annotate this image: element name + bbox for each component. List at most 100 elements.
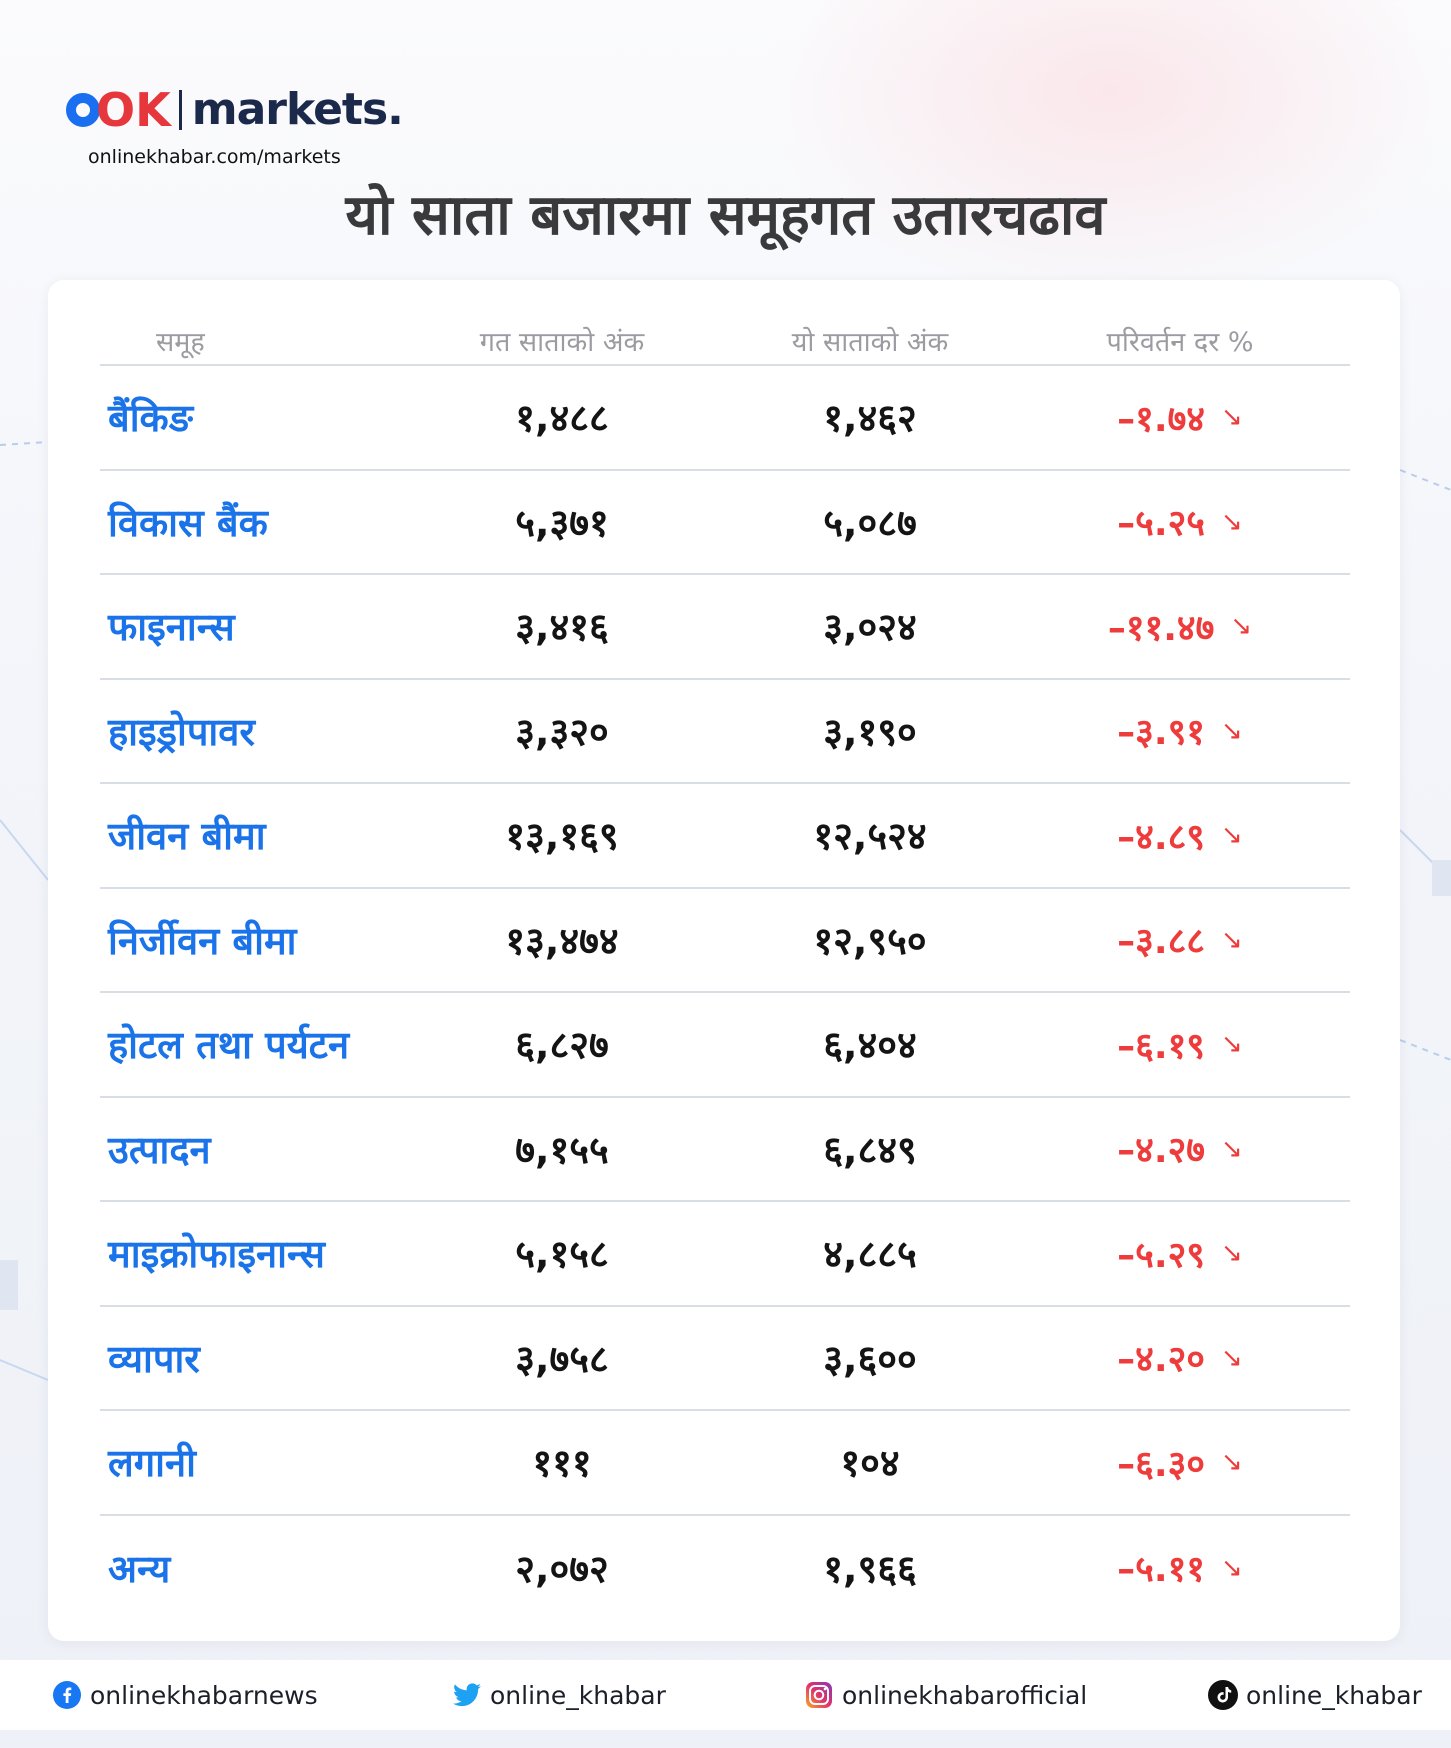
this-week-index: १,४६२ [823,396,917,441]
this-week-index: ३,१९० [823,709,917,754]
change-rate: –४.८९ ↘ [1030,784,1330,887]
change-rate-value: –४.२० [1117,1339,1206,1381]
header-change-rate: परिवर्तन दर % [1106,327,1254,358]
down-arrow-icon: ↘ [1230,611,1253,642]
last-week-index: ३,४१६ [515,605,609,650]
last-week-index: १,४८८ [515,396,609,441]
markets-wordmark: markets. [191,84,404,135]
change-rate-value: –५.२५ [1117,503,1206,545]
group-name: उत्पादन [108,1127,211,1172]
table-row: माइक्रोफाइनान्स ५,१५८ ४,८८५ –५.२९ ↘ [100,1202,1350,1307]
down-arrow-icon: ↘ [1221,1133,1243,1164]
facebook-handle: onlinekhabarnews [90,1680,318,1710]
group-name: जीवन बीमा [108,814,266,859]
change-rate: –५.२५ ↘ [1030,471,1330,574]
change-rate-value: –५.११ [1117,1549,1206,1591]
brand-block: OK markets. onlinekhabar.com/markets [66,83,404,168]
ok-logo-text: OK [96,83,171,137]
header-group: समूह [156,327,205,358]
header-this-week: यो साताको अंक [791,327,949,358]
tiktok-link[interactable]: online_khabar [1208,1680,1422,1710]
change-rate-value: –३.९१ [1117,712,1206,754]
change-rate: –१.७४ ↘ [1030,366,1330,469]
markets-logo: OK markets. [66,83,404,137]
last-week-index: ५,३७१ [515,500,609,545]
group-name: होटल तथा पर्यटन [108,1023,350,1068]
this-week-index: १२,५२४ [813,814,927,859]
this-week-index: ३,०२४ [823,605,917,650]
change-rate: –४.२० ↘ [1030,1307,1330,1410]
facebook-link[interactable]: onlinekhabarnews [52,1680,318,1710]
table-row: निर्जीवन बीमा १३,४७४ १२,९५० –३.८८ ↘ [100,889,1350,993]
table-row: फाइनान्स ३,४१६ ३,०२४ –११.४७ ↘ [100,575,1350,680]
table-row: उत्पादन ७,१५५ ६,८४९ –४.२७ ↘ [100,1098,1350,1202]
change-rate: –३.९१ ↘ [1030,680,1330,783]
change-rate-value: –६.१९ [1117,1025,1206,1067]
this-week-index: ६,४०४ [823,1023,917,1068]
group-name: हाइड्रोपावर [108,709,255,754]
header-last-week: गत साताको अंक [479,327,645,358]
this-week-index: १२,९५० [813,918,927,963]
change-rate: –६.१९ ↘ [1030,993,1330,1096]
tiktok-icon [1208,1680,1238,1710]
last-week-index: ५,१५८ [515,1232,609,1277]
down-arrow-icon: ↘ [1221,1447,1243,1478]
instagram-icon [804,1680,834,1710]
change-rate: –६.३० ↘ [1030,1411,1330,1514]
table-row: लगानी १११ १०४ –६.३० ↘ [100,1411,1350,1516]
facebook-icon [52,1680,82,1710]
down-arrow-icon: ↘ [1221,820,1243,851]
change-rate-value: –३.८८ [1117,921,1206,963]
change-rate-value: –५.२९ [1117,1234,1206,1276]
table-row: जीवन बीमा १३,१६९ १२,५२४ –४.८९ ↘ [100,784,1350,889]
last-week-index: १३,४७४ [505,918,619,963]
down-arrow-icon: ↘ [1221,1552,1243,1583]
last-week-index: ६,८२७ [515,1023,609,1068]
twitter-link[interactable]: online_khabar [452,1680,666,1710]
group-name: विकास बैंक [108,500,268,545]
social-footer: onlinekhabarnews online_khabar onlinekha… [0,1660,1451,1730]
down-arrow-icon: ↘ [1221,1029,1243,1060]
this-week-index: ५,०८७ [823,500,917,545]
group-name: बैंकिङ [108,396,193,441]
last-week-index: १११ [532,1441,592,1486]
this-week-index: १,९६६ [823,1546,917,1591]
down-arrow-icon: ↘ [1221,715,1243,746]
twitter-handle: online_khabar [490,1680,666,1710]
this-week-index: ४,८८५ [823,1232,917,1277]
table-card: समूह गत साताको अंक यो साताको अंक परिवर्त… [48,280,1400,1641]
table-row: होटल तथा पर्यटन ६,८२७ ६,४०४ –६.१९ ↘ [100,993,1350,1098]
this-week-index: ६,८४९ [823,1127,917,1172]
change-rate: –५.२९ ↘ [1030,1202,1330,1305]
table-row: व्यापार ३,७५८ ३,६०० –४.२० ↘ [100,1307,1350,1411]
tiktok-handle: online_khabar [1246,1680,1422,1710]
change-rate: –३.८८ ↘ [1030,889,1330,992]
group-name: व्यापार [108,1336,200,1381]
table-row: अन्य २,०७२ १,९६६ –५.११ ↘ [100,1516,1350,1621]
change-rate-value: –११.४७ [1107,607,1215,649]
this-week-index: १०४ [840,1441,900,1486]
brand-url[interactable]: onlinekhabar.com/markets [88,146,341,168]
change-rate-value: –४.२७ [1117,1130,1206,1172]
logo-divider [178,90,182,130]
down-arrow-icon: ↘ [1221,1342,1243,1373]
table-row: हाइड्रोपावर ३,३२० ३,१९० –३.९१ ↘ [100,680,1350,784]
last-week-index: ३,३२० [515,709,609,754]
change-rate-value: –१.७४ [1117,398,1206,440]
down-arrow-icon: ↘ [1221,402,1243,433]
last-week-index: ३,७५८ [515,1336,609,1381]
change-rate-value: –६.३० [1117,1443,1206,1485]
table-row: बैंकिङ १,४८८ १,४६२ –१.७४ ↘ [100,366,1350,471]
down-arrow-icon: ↘ [1221,1238,1243,1269]
instagram-link[interactable]: onlinekhabarofficial [804,1680,1087,1710]
down-arrow-icon: ↘ [1221,506,1243,537]
change-rate-value: –४.८९ [1117,816,1206,858]
group-name: माइक्रोफाइनान्स [108,1232,325,1277]
table-header: समूह गत साताको अंक यो साताको अंक परिवर्त… [100,316,1350,366]
this-week-index: ३,६०० [823,1336,917,1381]
page-title: यो साता बजारमा समूहगत उतारचढाव [345,183,1106,248]
group-name: फाइनान्स [108,605,235,650]
change-rate: –११.४७ ↘ [1030,575,1330,678]
change-rate: –५.११ ↘ [1030,1516,1330,1621]
